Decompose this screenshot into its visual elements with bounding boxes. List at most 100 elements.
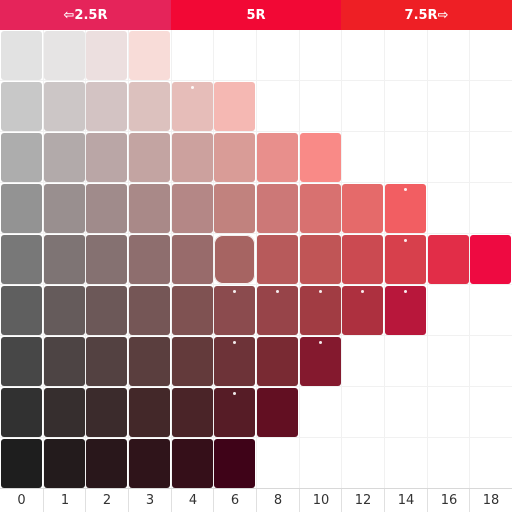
color-chip[interactable]	[428, 235, 469, 284]
grid-line	[256, 30, 257, 488]
chroma-tick-label: 14	[384, 489, 427, 512]
chroma-tick-label: 0	[17, 493, 26, 508]
grid-line	[0, 437, 512, 438]
color-chip[interactable]	[44, 133, 85, 182]
chroma-tick-label: 1	[43, 489, 86, 512]
color-chip[interactable]	[129, 439, 170, 488]
color-chip[interactable]	[172, 184, 213, 233]
color-chip[interactable]	[300, 235, 341, 284]
color-chip[interactable]	[129, 388, 170, 437]
color-chip[interactable]	[86, 286, 127, 335]
color-chip[interactable]	[129, 337, 170, 386]
color-chip[interactable]	[300, 286, 341, 335]
chroma-tick-label: 16	[427, 489, 470, 512]
color-chip[interactable]	[44, 286, 85, 335]
grid-line	[0, 335, 512, 336]
tab-previous-hue[interactable]: ⇦2.5R	[0, 0, 171, 30]
color-chip[interactable]	[257, 388, 298, 437]
color-chip[interactable]	[300, 184, 341, 233]
color-chip[interactable]	[172, 388, 213, 437]
color-chip[interactable]	[172, 133, 213, 182]
grid-line	[0, 386, 512, 387]
color-chip[interactable]	[86, 439, 127, 488]
color-chip[interactable]	[129, 286, 170, 335]
grid-line	[469, 30, 470, 488]
color-chip[interactable]	[342, 286, 383, 335]
grid-line	[0, 131, 512, 132]
color-chip[interactable]	[214, 286, 255, 335]
color-chip[interactable]	[86, 184, 127, 233]
color-chip[interactable]	[86, 31, 127, 80]
color-chip[interactable]	[214, 184, 255, 233]
color-chip[interactable]	[257, 286, 298, 335]
color-chip[interactable]	[172, 82, 213, 131]
color-chip[interactable]	[214, 337, 255, 386]
color-chip[interactable]	[257, 184, 298, 233]
color-chip[interactable]	[86, 235, 127, 284]
chip-marker-dot	[361, 290, 364, 293]
color-chip[interactable]	[44, 31, 85, 80]
grid-line	[0, 80, 512, 81]
color-chip[interactable]	[257, 133, 298, 182]
color-chip[interactable]	[342, 235, 383, 284]
color-chip[interactable]	[300, 337, 341, 386]
chip-marker-dot	[191, 86, 194, 89]
color-chip[interactable]	[172, 286, 213, 335]
chip-marker-dot	[319, 290, 322, 293]
color-chip[interactable]	[257, 235, 298, 284]
color-chip[interactable]	[1, 337, 42, 386]
color-chip[interactable]	[44, 82, 85, 131]
grid-line	[384, 30, 385, 488]
color-chip[interactable]	[342, 184, 383, 233]
color-chip[interactable]	[172, 337, 213, 386]
grid-line	[0, 182, 512, 183]
color-chip[interactable]	[86, 337, 127, 386]
color-chip[interactable]	[1, 388, 42, 437]
color-chip[interactable]	[86, 133, 127, 182]
color-chip[interactable]	[385, 286, 426, 335]
color-chip[interactable]	[470, 235, 511, 284]
grid-line	[128, 30, 129, 488]
color-chip[interactable]	[214, 388, 255, 437]
grid-line	[85, 30, 86, 488]
color-chip[interactable]	[1, 439, 42, 488]
tab-next-hue[interactable]: 7.5R⇨	[341, 0, 512, 30]
color-chip[interactable]	[44, 184, 85, 233]
color-chip[interactable]	[44, 337, 85, 386]
color-chip[interactable]	[1, 133, 42, 182]
color-chip[interactable]	[129, 184, 170, 233]
color-chip[interactable]	[214, 439, 255, 488]
chroma-tick-label: 4	[171, 489, 214, 512]
color-chip-selected[interactable]	[214, 235, 255, 284]
color-chip[interactable]	[214, 82, 255, 131]
color-chip[interactable]	[257, 337, 298, 386]
color-chip[interactable]	[385, 235, 426, 284]
tab-current-hue[interactable]: 5R	[171, 0, 341, 30]
color-chip[interactable]	[129, 235, 170, 284]
chip-marker-dot	[276, 290, 279, 293]
color-chip-grid	[0, 30, 512, 488]
color-chip[interactable]	[44, 439, 85, 488]
chip-marker-dot	[404, 290, 407, 293]
color-chip[interactable]	[86, 82, 127, 131]
color-chip[interactable]	[385, 184, 426, 233]
color-chip[interactable]	[214, 133, 255, 182]
color-chip[interactable]	[300, 133, 341, 182]
color-chip[interactable]	[172, 235, 213, 284]
grid-line	[213, 30, 214, 488]
color-chip[interactable]	[1, 235, 42, 284]
color-chip[interactable]	[44, 235, 85, 284]
color-chip[interactable]	[1, 82, 42, 131]
color-chip[interactable]	[129, 82, 170, 131]
color-chip[interactable]	[172, 439, 213, 488]
color-chip[interactable]	[129, 133, 170, 182]
chroma-axis: 0 1 2 3 4 6 8 10 12 14 16 18	[0, 488, 512, 512]
color-chip[interactable]	[129, 31, 170, 80]
color-chip[interactable]	[1, 286, 42, 335]
grid-line	[341, 30, 342, 488]
color-chip[interactable]	[1, 31, 42, 80]
color-chip[interactable]	[1, 184, 42, 233]
color-chip[interactable]	[44, 388, 85, 437]
color-chip[interactable]	[86, 388, 127, 437]
